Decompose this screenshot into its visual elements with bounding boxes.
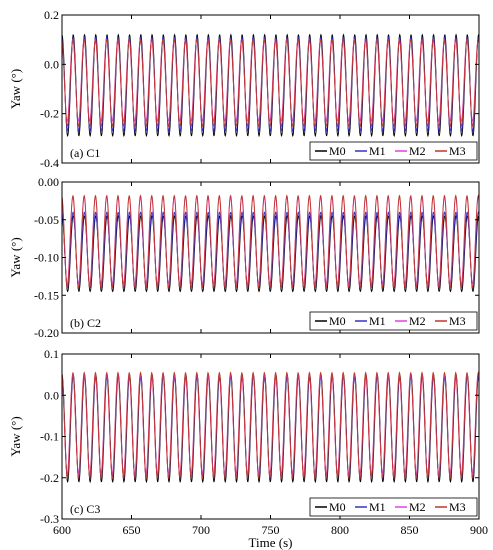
legend-box bbox=[309, 141, 478, 161]
y-tick-label: 0.2 bbox=[44, 8, 59, 22]
legend-label-m3: M3 bbox=[449, 144, 466, 158]
panel-label: (b) C2 bbox=[64, 313, 116, 331]
panel-label-box bbox=[64, 143, 116, 161]
y-tick-label: -0.15 bbox=[34, 288, 59, 302]
series-line-m3 bbox=[62, 38, 479, 128]
series-line-m3 bbox=[62, 371, 479, 480]
panel-1: -0.4 -0.2 0.0 0.2 Yaw (°) (a) C1 M0 M1 M2 M3 bbox=[8, 8, 480, 170]
panel-label-box bbox=[64, 499, 116, 517]
y-axis-label: Yaw (°) bbox=[8, 237, 23, 277]
x-tick-label: 800 bbox=[331, 523, 349, 537]
y-tick-label: -0.05 bbox=[34, 213, 59, 227]
panel-label-box bbox=[64, 313, 116, 331]
x-tick-label: 900 bbox=[470, 523, 488, 537]
panel-label: (a) C1 bbox=[64, 143, 116, 161]
y-tick-label: -0.10 bbox=[34, 251, 59, 265]
panel-3: -0.3 -0.2 -0.1 0.0 0.1 600 650 700 750 800 850 900 Y… bbox=[8, 347, 488, 550]
legend-label-m1: M1 bbox=[369, 500, 386, 514]
panel-label-text: (a) C1 bbox=[70, 146, 100, 160]
series-group bbox=[62, 371, 479, 484]
legend: M0 M1 M2 M3 bbox=[309, 311, 478, 331]
y-tick-label: -0.2 bbox=[40, 107, 59, 121]
legend-label-m2: M2 bbox=[409, 500, 426, 514]
y-tick-label: 0.1 bbox=[44, 347, 59, 361]
y-tick-label: -0.2 bbox=[40, 471, 59, 485]
series-line-m2 bbox=[62, 38, 479, 123]
y-tick-label: -0.1 bbox=[40, 430, 59, 444]
panel-label-text: (c) C3 bbox=[70, 502, 100, 516]
legend-label-m0: M0 bbox=[329, 144, 346, 158]
x-tick-label: 700 bbox=[192, 523, 210, 537]
legend-label-m0: M0 bbox=[329, 500, 346, 514]
legend-label-m3: M3 bbox=[449, 500, 466, 514]
panel-label: (c) C3 bbox=[64, 499, 116, 517]
x-axis-label: Time (s) bbox=[249, 535, 293, 550]
legend-label-m2: M2 bbox=[409, 314, 426, 328]
plot-frame bbox=[61, 353, 480, 520]
legend: M0 M1 M2 M3 bbox=[309, 497, 478, 517]
legend-label-m2: M2 bbox=[409, 144, 426, 158]
legend-label-m0: M0 bbox=[329, 314, 346, 328]
legend-box bbox=[309, 497, 478, 517]
x-tick-label: 650 bbox=[123, 523, 141, 537]
x-tick-label: 600 bbox=[53, 523, 71, 537]
series-group bbox=[62, 33, 479, 138]
legend-label-m3: M3 bbox=[449, 314, 466, 328]
y-tick-label: 0.0 bbox=[44, 57, 59, 71]
plot-frame bbox=[61, 181, 480, 334]
legend-label-m1: M1 bbox=[369, 314, 386, 328]
series-line-m3 bbox=[62, 194, 479, 289]
series-group bbox=[62, 194, 479, 293]
legend: M0 M1 M2 M3 bbox=[309, 141, 478, 161]
legend-box bbox=[309, 311, 478, 331]
y-tick-label: 0.0 bbox=[44, 388, 59, 402]
series-line-m2 bbox=[62, 195, 479, 286]
y-axis-label: Yaw (°) bbox=[8, 416, 23, 456]
legend-label-m1: M1 bbox=[369, 144, 386, 158]
y-tick-label: -0.4 bbox=[40, 156, 59, 170]
panel-label-text: (b) C2 bbox=[70, 316, 101, 330]
y-tick-label: 0.00 bbox=[38, 175, 59, 189]
y-tick-label: -0.3 bbox=[40, 512, 59, 526]
series-line-m2 bbox=[62, 373, 479, 475]
x-tick-label: 850 bbox=[401, 523, 419, 537]
plot-frame bbox=[61, 14, 480, 164]
y-axis-label: Yaw (°) bbox=[8, 69, 23, 109]
x-tick-label: 750 bbox=[262, 523, 280, 537]
y-tick-label: -0.20 bbox=[34, 326, 59, 340]
